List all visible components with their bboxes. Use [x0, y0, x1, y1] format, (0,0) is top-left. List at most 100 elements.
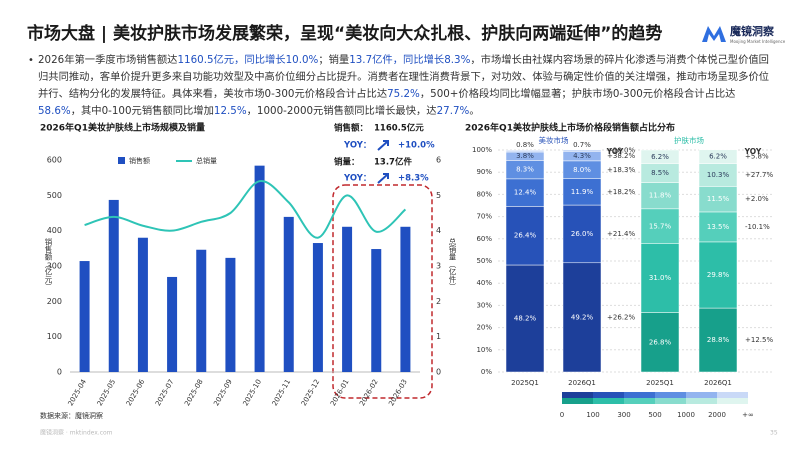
text-segment: ；销量	[318, 54, 350, 66]
bar-segment	[562, 204, 602, 264]
value-label: 12.4%	[514, 189, 537, 197]
y-tick-label: 100	[47, 332, 62, 341]
footer-site: 魔镜洞察 · mktindex.com	[40, 429, 113, 437]
bar-segment	[562, 178, 602, 206]
text-segment: ，市场增长由社媒内容场景的碎片化渗透与消费个体悦己型价值回归共同推动，客单价提升…	[38, 54, 770, 100]
bar-segment	[640, 243, 680, 313]
highlight-box	[332, 184, 433, 399]
bar-segment	[562, 149, 602, 152]
annotation-value: 13.7亿件	[374, 157, 412, 168]
value-label: 3.8%	[516, 152, 534, 160]
value-label: 8.0%	[573, 166, 591, 174]
chart-title: 2026年Q1美妆护肤线上市场规模及销量	[40, 122, 205, 134]
y-tick-label: 60%	[476, 235, 492, 243]
y2-axis-title: 总销量（亿件）	[448, 237, 457, 291]
annotation-value: +10.0%	[398, 141, 435, 151]
bar	[400, 226, 411, 372]
legend-swatch	[593, 398, 624, 404]
line	[84, 180, 407, 239]
text-segment: 75.2%	[387, 88, 420, 100]
x-tick-label: 2025-07	[154, 378, 176, 407]
value-label: 11.9%	[571, 188, 594, 196]
group-label: 护肤市场	[674, 135, 704, 145]
bar-segment	[698, 241, 738, 309]
yoy-header: YOY	[744, 147, 762, 156]
value-label: 13.5%	[707, 223, 730, 231]
logo-subtext: Moojing Market Intelligence	[730, 39, 786, 44]
legend-swatch	[624, 392, 655, 398]
annotation-label: 销量：	[334, 157, 360, 168]
y-tick-label: 0	[57, 368, 62, 377]
bar-segment	[505, 206, 545, 266]
bar-segment	[698, 307, 738, 373]
y-tick-label: 80%	[476, 190, 492, 198]
legend-label: 总销量	[196, 156, 217, 165]
yoy-label: +18.3%	[607, 166, 635, 174]
y-tick-label: 0%	[481, 368, 492, 376]
x-tick-label: 2025-09	[212, 378, 234, 407]
value-label: 6.2%	[651, 153, 669, 161]
text-segment: 12.5%	[213, 105, 247, 117]
summary-text: 2026年第一季度市场销售额达1160.5亿元，同比增长10.0%；销量13.7…	[38, 52, 778, 120]
bar-segment	[562, 262, 602, 373]
x-tick-label: 2025-08	[183, 378, 205, 407]
x-tick-label: 2026Q1	[704, 379, 732, 387]
legend-label: 销售额	[129, 156, 150, 165]
text-segment: 。	[469, 105, 480, 117]
value-label: 31.0%	[649, 274, 672, 282]
bar-segment	[505, 149, 545, 153]
y2-tick-label: 5	[436, 191, 441, 200]
y-tick-label: 300	[47, 262, 62, 271]
x-tick-label: 2025-04	[66, 378, 88, 408]
annotation-label: YOY：	[343, 141, 371, 151]
bar-segment	[640, 208, 680, 244]
value-label: 0.8%	[516, 141, 534, 149]
bar	[167, 276, 178, 372]
bar-segment	[698, 211, 738, 243]
logo-text: 魔镜洞察	[730, 24, 775, 38]
source: 数据来源：魔镜洞察	[40, 411, 103, 420]
x-tick-label: 2025-11	[271, 378, 293, 407]
legend-swatch	[562, 398, 593, 404]
legend-swatch	[118, 157, 125, 164]
text-segment: 27.7%	[436, 105, 470, 117]
bar	[196, 249, 207, 372]
x-tick-label: 2025-06	[125, 378, 147, 408]
yoy-label: -10.1%	[745, 223, 770, 231]
slide-title: 市场大盘 | 美妆护肤市场发展繁荣，呈现“美妆向大众扎根、护肤向两端延伸”的趋势	[27, 23, 662, 44]
x-tick-label: 2026-01	[329, 378, 351, 407]
value-label: 28.8%	[707, 336, 730, 344]
bar	[371, 249, 382, 372]
value-label: 4.3%	[573, 152, 591, 160]
annotation-label: 销售额：	[334, 123, 368, 134]
value-label: 10.3%	[707, 171, 730, 179]
value-label: 48.2%	[514, 314, 537, 322]
bar-segment	[640, 182, 680, 210]
bar	[283, 216, 294, 372]
bar	[254, 165, 265, 372]
yoy-header: YOY	[606, 147, 624, 156]
arrow-icon	[377, 173, 389, 184]
legend-swatch	[593, 392, 624, 398]
y2-tick-label: 6	[436, 156, 441, 165]
page-number: 35	[770, 430, 778, 437]
yoy-label: +18.2%	[607, 188, 635, 196]
yoy-label: +27.7%	[745, 171, 773, 179]
y-tick-label: 10%	[476, 346, 492, 354]
yoy-label: +21.4%	[607, 230, 635, 238]
y-tick-label: 90%	[476, 168, 492, 176]
yoy-label: +38.2%	[607, 152, 635, 160]
text-segment: ，其中0-100元销售额同比增加	[70, 105, 214, 117]
value-label: 8.3%	[516, 166, 534, 174]
legend-swatch	[717, 398, 748, 404]
x-tick-label: 2025Q1	[511, 379, 539, 387]
text-segment: 13.7亿件，同比增长8.3%	[349, 54, 471, 66]
x-tick-label: 2025-12	[300, 378, 322, 407]
bar-segment	[505, 178, 545, 207]
bar	[108, 199, 119, 372]
text-segment: 58.6%	[38, 105, 71, 117]
yoy-label: +10.0%	[607, 147, 635, 155]
legend-swatch	[686, 392, 717, 398]
